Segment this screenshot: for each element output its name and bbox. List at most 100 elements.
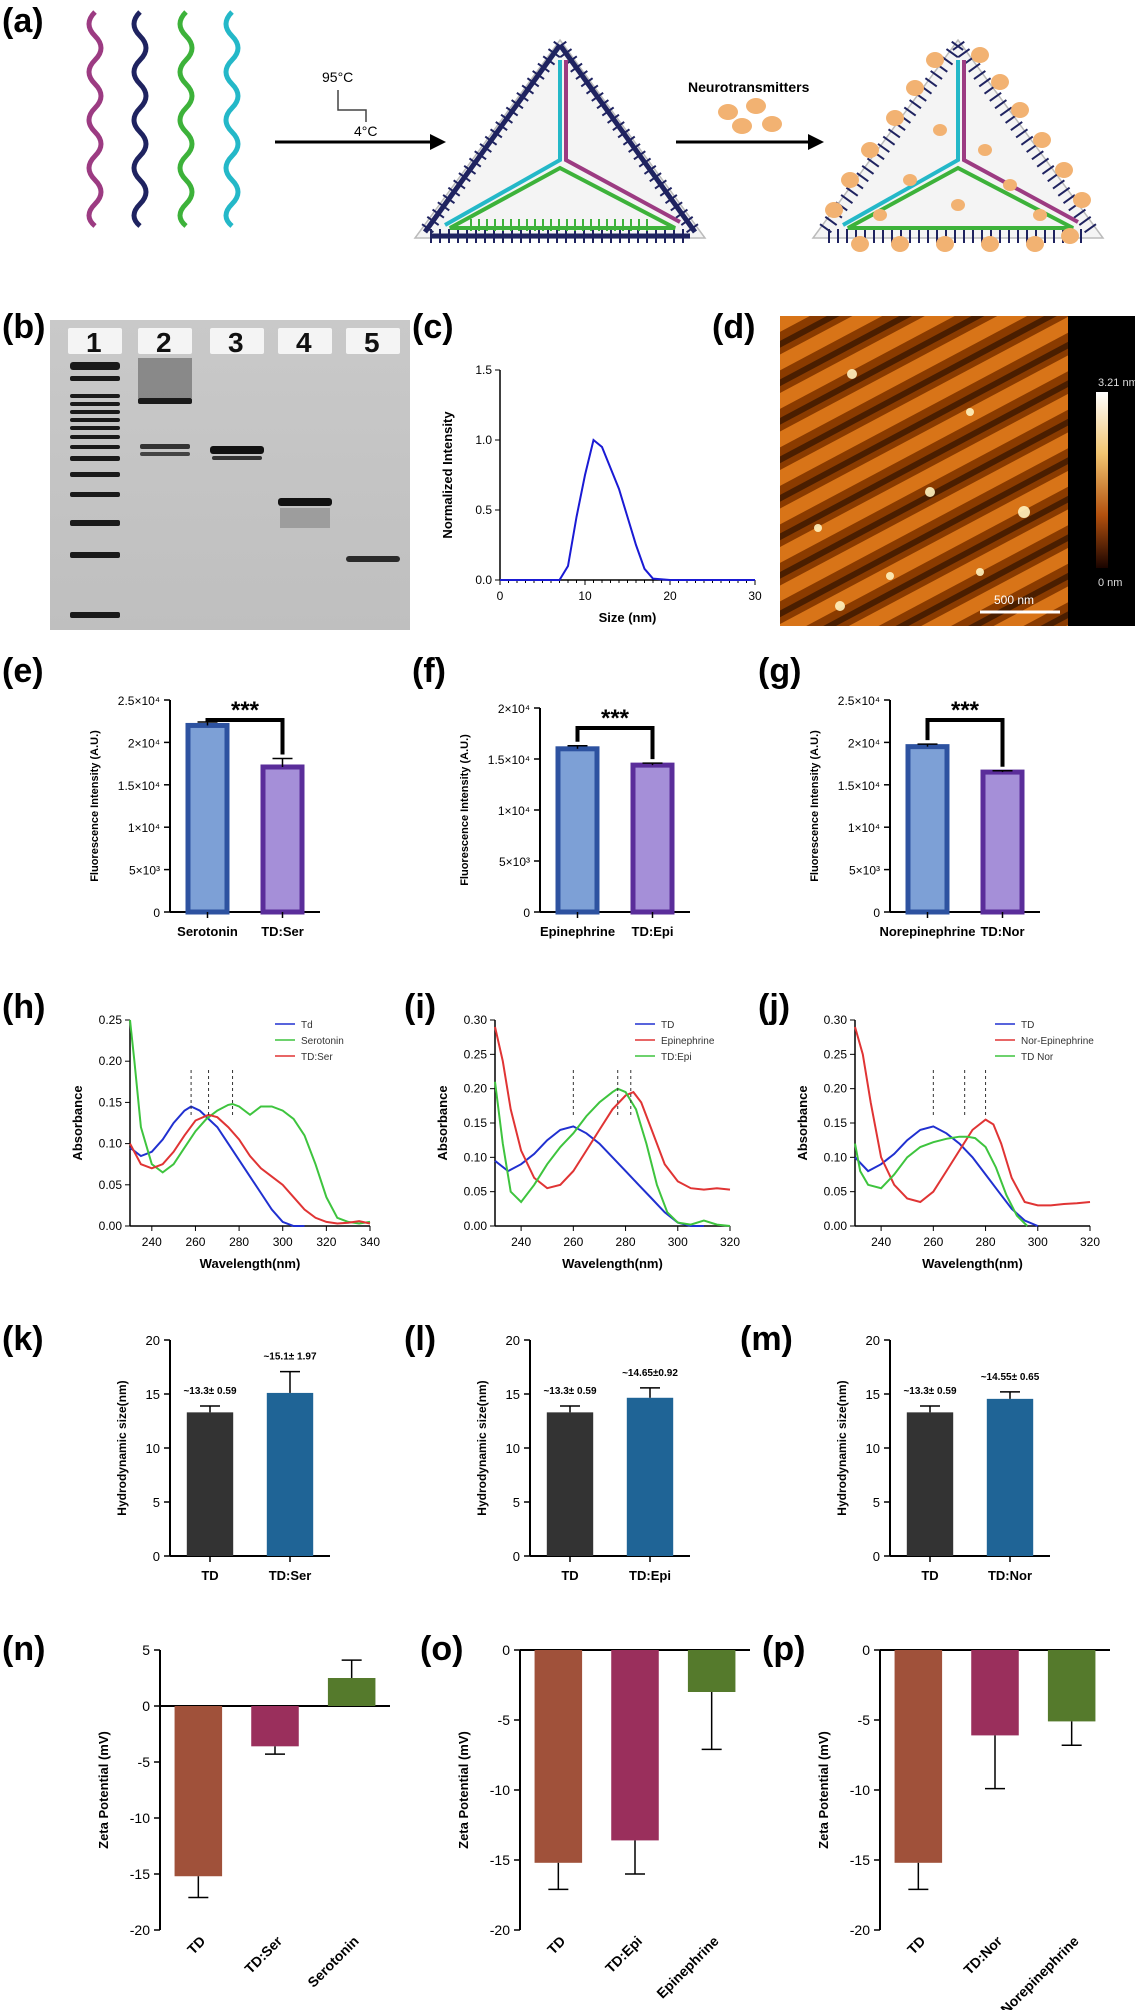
lane-number-3: 3 — [228, 327, 244, 358]
chart-n-zeta: 5 0 -5 -10 -15 -20 Zeta Potential (mV) TD TD:Ser… — [96, 1642, 390, 1990]
category-label: TD:Ser — [261, 924, 304, 939]
afm-colorbar — [1096, 392, 1108, 568]
bound-nt — [971, 47, 989, 63]
y-axis-label: Fluorescence Intensity (A.U.) — [809, 730, 821, 882]
y-tick-label: 0.10 — [99, 1137, 123, 1151]
well — [210, 328, 264, 354]
bound-nt — [1061, 228, 1079, 244]
category-label: TD:Nor — [988, 1568, 1032, 1583]
x-tick-label: 320 — [720, 1235, 740, 1249]
ladder-band — [70, 402, 120, 406]
bound-nt — [861, 142, 879, 158]
category-label: TD — [544, 1933, 569, 1958]
afm-scan — [780, 316, 1068, 626]
x-tick-label: 320 — [316, 1235, 336, 1249]
category-label: TD:Epi — [629, 1568, 671, 1583]
y-tick-label: -5 — [858, 1712, 871, 1728]
gel-electrophoresis: 1 2 3 4 5 — [50, 320, 410, 630]
y-tick-label: 2×10⁴ — [848, 736, 880, 750]
y-tick-label: 0 — [523, 906, 530, 920]
significance-label: *** — [951, 697, 980, 724]
loaded-inner-magenta — [962, 60, 1079, 224]
bound-neurotransmitters — [825, 47, 1091, 252]
y-tick-label: 5×10³ — [499, 855, 530, 869]
nt-particle-3 — [732, 118, 752, 134]
category-label: Serotonin — [177, 924, 238, 939]
afm-spot — [1018, 506, 1030, 518]
y-tick-label: 0 — [502, 1642, 510, 1658]
gel-wells — [68, 328, 400, 354]
y-axis-label: Hydrodynamic size(nm) — [475, 1380, 489, 1515]
series-line — [129, 1113, 371, 1225]
temp-high-label: 95°C — [322, 69, 353, 85]
bar — [251, 1706, 299, 1747]
y-tick-label: 1×10⁴ — [128, 821, 160, 835]
y-axis-label: Zeta Potential (mV) — [96, 1731, 111, 1849]
bar — [186, 1412, 234, 1556]
x-axis-label: Wavelength(nm) — [922, 1256, 1023, 1271]
y-tick-label: 0.10 — [464, 1150, 488, 1164]
x-tick-label: 300 — [273, 1235, 293, 1249]
legend-label: Epinephrine — [661, 1036, 715, 1047]
panel-label-h: (h) — [2, 988, 46, 1026]
band — [210, 446, 264, 454]
panel-label-f: (f) — [412, 652, 446, 690]
loaded-inner-green — [847, 165, 1074, 230]
ladder-band — [70, 445, 120, 449]
y-tick-label: 20 — [146, 1333, 160, 1348]
y-tick-label: 15 — [146, 1387, 160, 1402]
category-label: TD:Nor — [960, 1932, 1005, 1977]
y-tick-label: 0.00 — [464, 1219, 488, 1233]
nt-particle-4 — [762, 116, 782, 132]
edge-right — [557, 43, 698, 234]
y-tick-label: 0.00 — [99, 1219, 123, 1233]
bar — [894, 1650, 943, 1863]
panel-label-i: (i) — [404, 988, 437, 1026]
bar — [971, 1650, 1019, 1736]
y-tick-label: -20 — [850, 1922, 870, 1938]
y-axis-label: Absorbance — [435, 1085, 450, 1160]
category-label: Epinephrine — [540, 924, 615, 939]
bound-nt — [933, 124, 947, 136]
legend-label: TD Nor — [1021, 1052, 1054, 1063]
value-label: ~14.55± 0.65 — [981, 1372, 1040, 1383]
y-tick-label: 20 — [866, 1333, 880, 1348]
y-tick-label: 20 — [506, 1333, 520, 1348]
chart-j-absorbance: 0.00 0.05 0.10 0.15 0.20 0.25 0.30 240 260 280 300… — [795, 1013, 1100, 1271]
chart-l-size: 0 5 10 15 20 Hydrodynamic size(nm) TD ~13.3± 0.… — [475, 1333, 690, 1583]
series-line — [854, 1026, 1091, 1207]
y-tick-label: -10 — [130, 1810, 150, 1826]
lane-number-4: 4 — [296, 327, 312, 358]
bar — [905, 744, 950, 915]
lane-number-2: 2 — [156, 327, 172, 358]
legend-label: Nor-Epinephrine — [1021, 1036, 1094, 1047]
arrow-1-head — [430, 134, 446, 150]
bar — [687, 1650, 736, 1692]
bar — [980, 769, 1025, 915]
bar — [174, 1706, 223, 1877]
afm-spot — [925, 487, 935, 497]
y-axis-label: Normalized Intensity — [440, 411, 455, 539]
chart-c-dls: 0.0 0.5 1.0 1.5 0 10 20 30 Size (nm) Normalized I… — [440, 363, 762, 625]
y-tick-label: 15 — [866, 1387, 880, 1402]
afm-spot — [835, 601, 845, 611]
bound-nt — [906, 80, 924, 96]
y-tick-label: 0 — [142, 1698, 150, 1714]
assembly-schematic: 95°C 4°C Neurotransmitters — [86, 10, 1105, 252]
panel-label-c: (c) — [412, 308, 454, 346]
bound-nt — [1026, 236, 1044, 252]
band — [212, 456, 262, 460]
category-label: TD:Ser — [241, 1932, 285, 1976]
ladder-band — [70, 520, 120, 526]
significance-label: *** — [601, 705, 630, 732]
bar — [611, 1650, 659, 1841]
y-tick-label: -20 — [490, 1922, 510, 1938]
nt-particle-1 — [718, 104, 738, 120]
panel-label-o: (o) — [420, 1630, 464, 1668]
category-label: Norepinephrine — [879, 924, 975, 939]
y-tick-label: 0.05 — [464, 1185, 488, 1199]
afm-spot — [976, 568, 984, 576]
series-line — [129, 1105, 305, 1227]
x-tick-label: 10 — [578, 589, 592, 603]
y-tick-label: 1.5 — [475, 363, 492, 377]
